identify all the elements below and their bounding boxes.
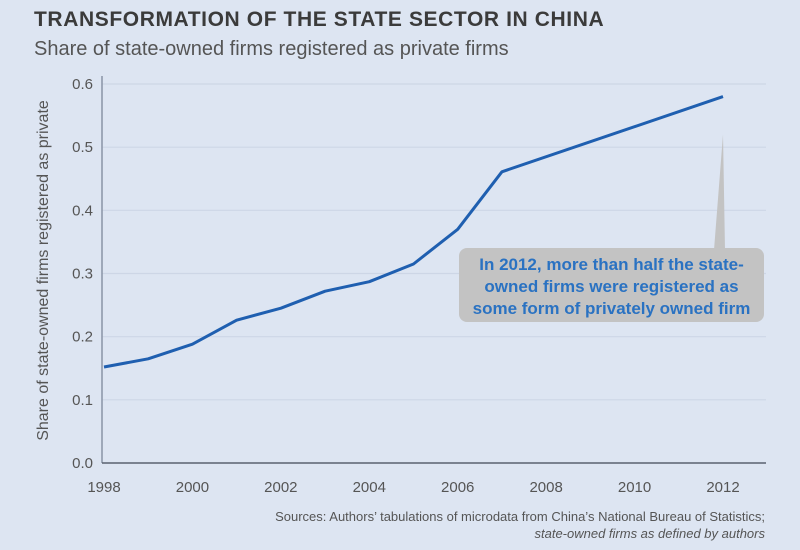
callout-text-line: some form of privately owned firm	[473, 299, 751, 318]
x-tick-label: 2006	[441, 479, 474, 496]
x-tick-label: 2010	[618, 479, 651, 496]
y-tick-label: 0.3	[72, 266, 93, 283]
chart-title: TRANSFORMATION OF THE STATE SECTOR IN CH…	[34, 8, 605, 31]
y-tick-label: 0.1	[72, 392, 93, 409]
x-tick-label: 2000	[176, 479, 209, 496]
callout-pointer	[714, 134, 725, 250]
x-tick-label: 2002	[264, 479, 297, 496]
y-tick-label: 0.6	[72, 76, 93, 93]
y-axis-label: Share of state-owned firms registered as…	[35, 100, 52, 441]
y-tick-label: 0.0	[72, 455, 93, 472]
y-tick-labels: 0.0 0.1 0.2 0.3 0.4 0.5 0.6	[72, 76, 93, 472]
chart-subtitle: Share of state-owned firms registered as…	[34, 38, 509, 60]
x-tick-label: 1998	[87, 479, 120, 496]
series-line	[103, 95, 724, 369]
source-definition: state-owned firms as defined by authors	[534, 526, 765, 541]
annotation-callout: In 2012, more than half the state- owned…	[459, 134, 764, 322]
x-tick-label: 2004	[353, 479, 386, 496]
y-tick-label: 0.5	[72, 139, 93, 156]
callout-text-line: owned firms were registered as	[484, 277, 738, 296]
y-tick-label: 0.2	[72, 329, 93, 346]
source-line: Sources: Authors’ tabulations of microda…	[275, 509, 765, 524]
source-note: Sources: Authors’ tabulations of microda…	[275, 508, 765, 542]
gridlines	[102, 83, 766, 401]
callout-box	[459, 248, 764, 322]
x-tick-label: 2012	[706, 479, 739, 496]
callout-text-line: In 2012, more than half the state-	[479, 255, 744, 274]
y-tick-label: 0.4	[72, 202, 93, 219]
x-tick-label: 2008	[529, 479, 562, 496]
x-tick-labels: 1998 2000 2002 2004 2006 2008 2010 2012	[87, 479, 739, 496]
